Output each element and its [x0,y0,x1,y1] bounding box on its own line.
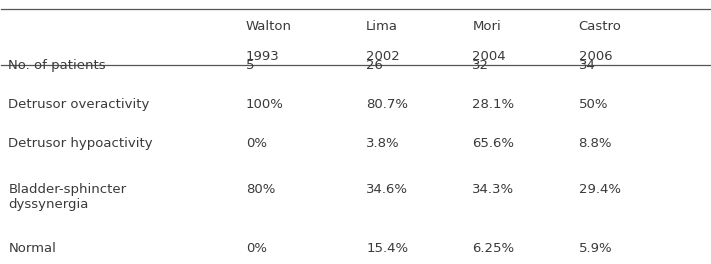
Text: 26: 26 [366,59,383,72]
Text: 34.3%: 34.3% [472,183,515,196]
Text: 6.25%: 6.25% [472,242,515,255]
Text: 29.4%: 29.4% [579,183,621,196]
Text: 3.8%: 3.8% [366,137,400,150]
Text: Lima: Lima [366,20,398,33]
Text: No. of patients: No. of patients [9,59,106,72]
Text: 2004: 2004 [472,50,506,63]
Text: 5.9%: 5.9% [579,242,612,255]
Text: 0%: 0% [246,242,267,255]
Text: 65.6%: 65.6% [472,137,514,150]
Text: Detrusor overactivity: Detrusor overactivity [9,98,150,111]
Text: 28.1%: 28.1% [472,98,515,111]
Text: 100%: 100% [246,98,284,111]
Text: 34: 34 [579,59,596,72]
Text: 80.7%: 80.7% [366,98,408,111]
Text: 5: 5 [246,59,255,72]
Text: 8.8%: 8.8% [579,137,612,150]
Text: 15.4%: 15.4% [366,242,408,255]
Text: Detrusor hypoactivity: Detrusor hypoactivity [9,137,153,150]
Text: 2002: 2002 [366,50,400,63]
Text: 80%: 80% [246,183,275,196]
Text: Castro: Castro [579,20,621,33]
Text: 34.6%: 34.6% [366,183,408,196]
Text: 2006: 2006 [579,50,612,63]
Text: 50%: 50% [579,98,608,111]
Text: Bladder-sphincter
dyssynergia: Bladder-sphincter dyssynergia [9,183,127,211]
Text: 1993: 1993 [246,50,279,63]
Text: Mori: Mori [472,20,501,33]
Text: 32: 32 [472,59,489,72]
Text: Walton: Walton [246,20,292,33]
Text: 0%: 0% [246,137,267,150]
Text: Normal: Normal [9,242,56,255]
